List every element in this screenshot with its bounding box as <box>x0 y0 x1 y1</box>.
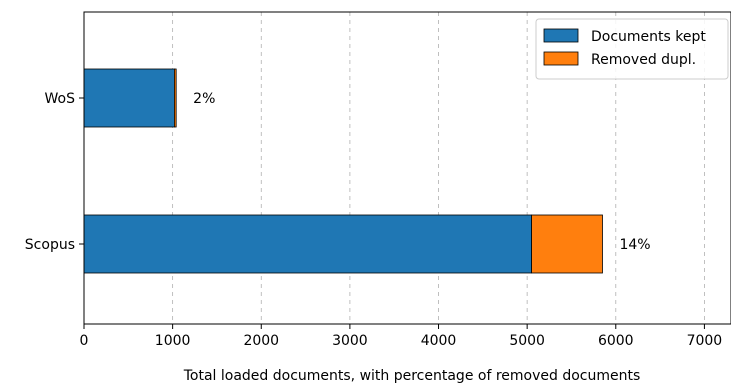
plot-frame <box>83 11 731 325</box>
legend-label: Documents kept <box>591 29 706 45</box>
x-axis: 0 1000 2000 3000 4000 5000 6000 7000 <box>80 324 723 349</box>
bar-scopus-removed <box>531 214 603 274</box>
legend-swatch <box>543 51 579 66</box>
legend-swatch <box>543 28 579 43</box>
x-tick-label: 5000 <box>509 333 545 349</box>
legend-label: Removed dupl. <box>591 52 696 68</box>
bars <box>83 68 603 274</box>
x-tick-label: 6000 <box>598 333 634 349</box>
bar-scopus-kept <box>83 214 532 274</box>
x-tick-label: 0 <box>80 333 89 349</box>
x-tick-label: 3000 <box>332 333 368 349</box>
y-axis: WoS Scopus <box>25 91 84 253</box>
data-label: 2% <box>193 91 215 107</box>
x-axis-label: Total loaded documents, with percentage … <box>183 368 641 384</box>
y-tick-label: Scopus <box>25 237 75 253</box>
bar-wos-kept <box>83 68 175 128</box>
bar-wos-removed <box>174 68 177 128</box>
x-tick-label: 2000 <box>243 333 279 349</box>
legend: Documents kept Removed dupl. <box>535 18 729 80</box>
data-labels: 2% 14% <box>193 91 650 253</box>
data-label: 14% <box>619 237 650 253</box>
x-tick-label: 7000 <box>687 333 723 349</box>
x-tick-label: 1000 <box>155 333 191 349</box>
x-tick-label: 4000 <box>421 333 457 349</box>
y-tick-label: WoS <box>45 91 76 107</box>
legend-box <box>535 18 729 80</box>
